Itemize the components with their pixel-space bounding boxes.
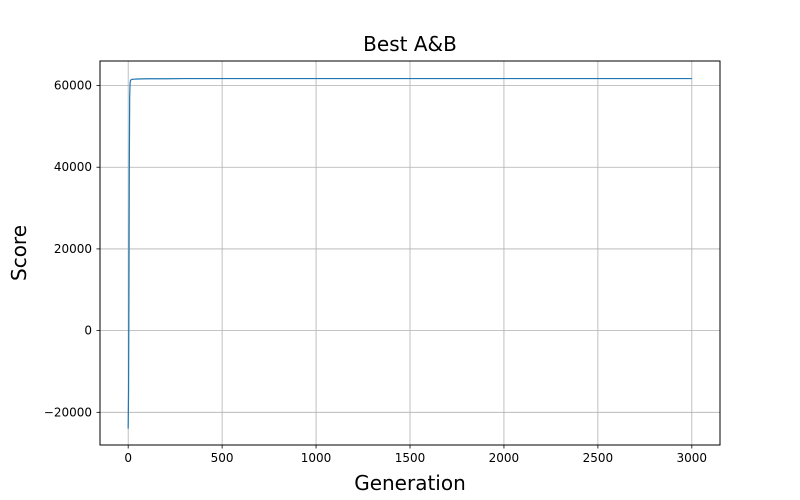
series-layer bbox=[127, 77, 692, 429]
x-tick-label: 0 bbox=[124, 451, 132, 465]
y-tick-label: 0 bbox=[84, 324, 92, 338]
x-tick-label: 2000 bbox=[489, 451, 520, 465]
chart-title: Best A&B bbox=[363, 32, 457, 56]
series-line bbox=[127, 77, 692, 429]
axis-ticks: 0 500 1000 1500 2000 2500 3000 −20000 0 20000 4000… bbox=[44, 79, 707, 465]
x-tick-label: 1500 bbox=[395, 451, 426, 465]
y-axis-title: Score bbox=[7, 225, 31, 281]
x-axis-title: Generation bbox=[354, 471, 466, 495]
grid-lines bbox=[100, 61, 720, 445]
y-tick-label: −20000 bbox=[44, 405, 92, 419]
y-tick-label: 60000 bbox=[54, 79, 92, 93]
y-tick-label: 40000 bbox=[54, 160, 92, 174]
y-tick-label: 20000 bbox=[54, 242, 92, 256]
x-tick-label: 3000 bbox=[677, 451, 708, 465]
x-tick-label: 500 bbox=[211, 451, 234, 465]
x-tick-label: 1000 bbox=[301, 451, 332, 465]
x-tick-label: 2500 bbox=[583, 451, 614, 465]
